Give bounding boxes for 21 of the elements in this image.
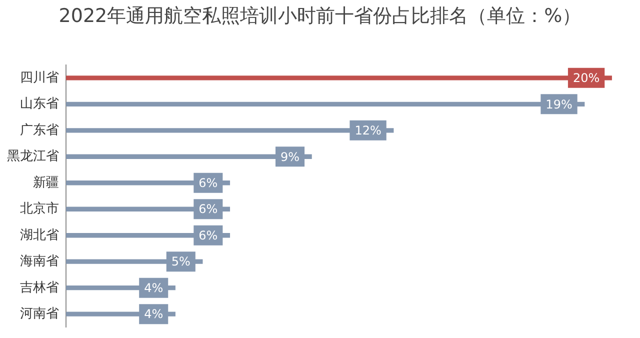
chart-title: 2022年通用航空私照培训小时前十省份占比排名（单位：%） [58, 4, 582, 29]
y-tick-label: 吉林省 [20, 279, 59, 294]
y-tick-label: 湖北省 [20, 226, 59, 242]
data-label: 12% [354, 124, 382, 138]
data-label: 5% [171, 254, 190, 269]
y-tick-label: 新疆 [33, 174, 59, 190]
y-tick-label: 海南省 [20, 253, 59, 268]
y-tick-label: 四川省 [20, 70, 59, 84]
data-label: 19% [546, 97, 572, 112]
y-tick-label: 黑龙江省 [7, 148, 59, 164]
y-tick-label: 山东省 [20, 96, 59, 111]
data-label: 20% [572, 71, 600, 86]
data-label: 9% [280, 150, 300, 164]
data-label: 6% [198, 202, 218, 216]
y-tick-label: 河南省 [20, 306, 59, 321]
y-tick-label: 北京市 [20, 200, 59, 216]
data-label: 6% [198, 228, 218, 242]
y-tick-label: 广东省 [20, 122, 59, 137]
data-label: 4% [144, 307, 164, 322]
data-label: 4% [144, 280, 164, 295]
data-label: 6% [198, 176, 218, 190]
